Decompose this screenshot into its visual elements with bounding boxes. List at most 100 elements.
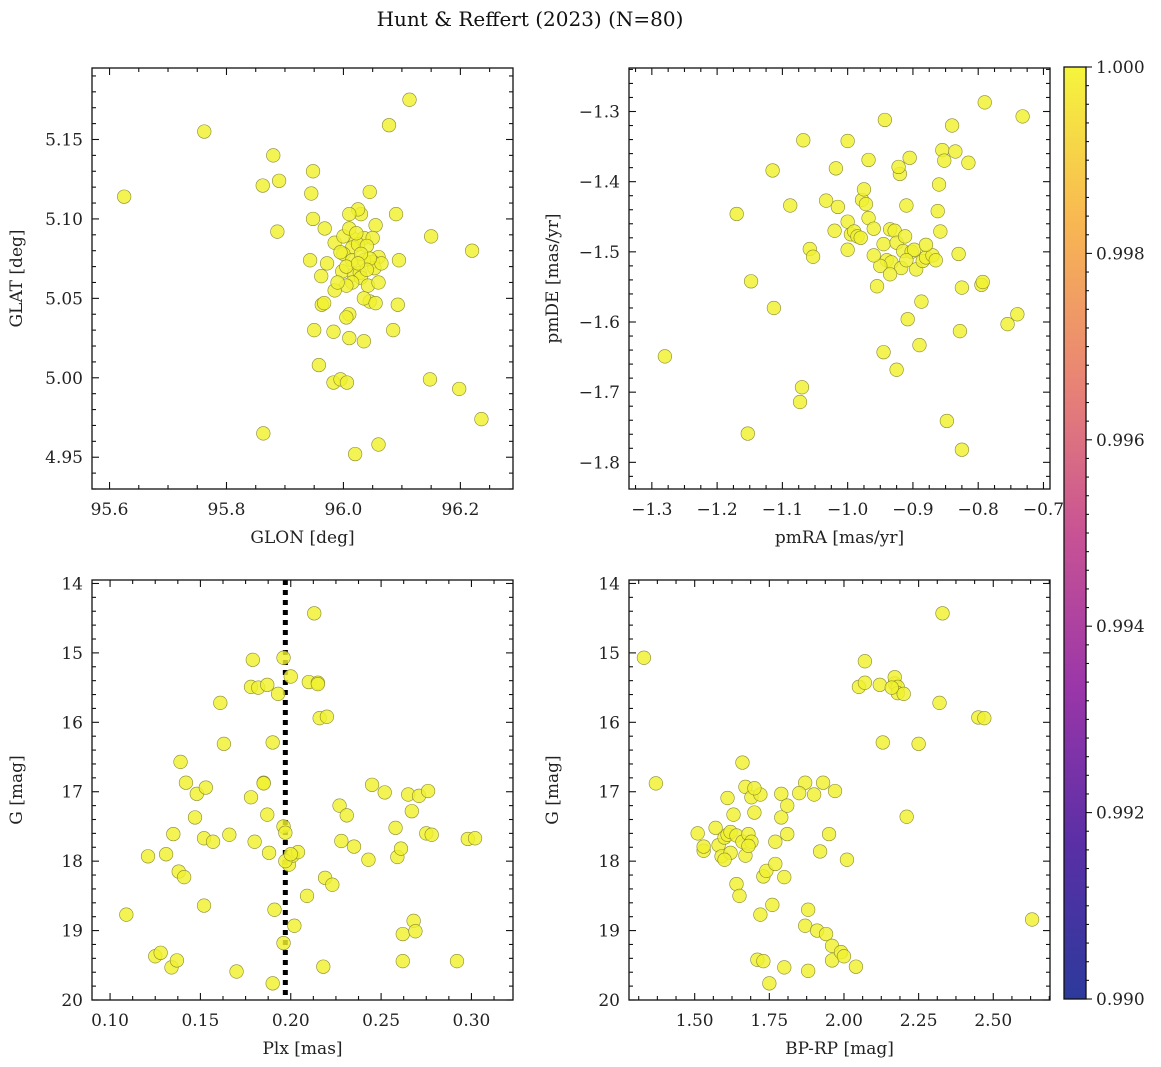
data-point <box>931 177 947 192</box>
data-point <box>388 820 403 835</box>
data-point <box>404 804 419 819</box>
data-point <box>876 237 891 252</box>
data-point <box>858 197 874 212</box>
x-axis-label: pmRA [mas/yr] <box>775 528 904 548</box>
x-axis-label: Plx [mas] <box>262 1039 342 1059</box>
data-point <box>872 677 887 692</box>
x-tick-label: 96.0 <box>325 500 363 520</box>
data-point <box>334 833 349 849</box>
data-point <box>1015 109 1030 124</box>
data-point <box>371 275 386 290</box>
data-point <box>827 223 842 238</box>
data-point <box>762 976 777 991</box>
data-point <box>339 310 354 325</box>
data-point <box>330 275 345 290</box>
panel-pmra-pmde: −1.3 −1.2 −1.1 −1.0 −0.9 −0.8 −0.7 −1.8 −1.7 −1.6… <box>543 67 1064 548</box>
data-point <box>276 935 291 951</box>
data-point <box>882 267 898 282</box>
data-point <box>395 926 410 942</box>
data-point <box>402 92 417 107</box>
x-tick-label: 1.75 <box>750 1011 788 1031</box>
data-point <box>948 144 963 159</box>
data-point <box>977 711 992 726</box>
data-point <box>828 161 844 176</box>
data-point <box>216 736 232 751</box>
data-point <box>247 834 262 849</box>
data-point <box>914 294 929 309</box>
data-point <box>332 798 347 813</box>
data-point <box>796 133 811 148</box>
data-point <box>899 253 914 268</box>
x-axis-label: BP-RP [mag] <box>785 1039 894 1059</box>
data-point <box>424 827 439 842</box>
data-point <box>954 442 969 457</box>
colorbar-tick-label: 0.998 <box>1096 244 1145 264</box>
data-point <box>260 807 275 822</box>
x-tick-label: 2.50 <box>974 1011 1012 1031</box>
data-point <box>197 124 212 139</box>
data-point <box>933 224 948 239</box>
data-point <box>452 381 467 397</box>
y-tick-label: −1.3 <box>579 103 620 123</box>
data-point <box>708 820 723 835</box>
data-point <box>912 338 927 353</box>
data-point <box>349 226 364 241</box>
data-point <box>153 945 168 960</box>
y-axis-label: G [mag] <box>7 755 27 824</box>
data-point <box>299 888 315 903</box>
y-tick-label: 19 <box>61 922 83 942</box>
data-point <box>243 790 259 805</box>
data-point <box>265 976 280 991</box>
x-tick-label: −1.1 <box>762 500 803 520</box>
data-point <box>303 253 318 268</box>
data-point <box>213 695 228 710</box>
data-point <box>815 775 831 790</box>
data-point <box>827 783 843 799</box>
data-point <box>930 204 945 219</box>
data-point <box>766 300 782 316</box>
data-point <box>391 253 407 268</box>
data-point <box>805 249 821 264</box>
x-tick-label: −1.2 <box>696 500 737 520</box>
data-point <box>897 229 913 244</box>
data-point <box>173 754 188 769</box>
colorbar: 0.990 0.992 0.994 0.996 0.998 1.000 <box>1063 58 1145 1010</box>
axes-frame <box>91 67 514 490</box>
data-point <box>420 783 436 799</box>
data-point <box>884 680 899 695</box>
data-point <box>839 852 855 867</box>
data-point <box>876 345 891 360</box>
data-point <box>768 834 783 849</box>
data-point <box>198 780 213 795</box>
data-point <box>158 847 174 862</box>
data-point <box>386 323 401 338</box>
data-point <box>393 841 409 856</box>
data-point <box>792 394 808 410</box>
panels-group: 95.6 95.8 96.0 96.2 4.95 5.00 5.05 5.10 5.15 GLON… <box>7 67 1064 1059</box>
data-point <box>648 776 663 791</box>
x-tick-label: 95.6 <box>91 500 129 520</box>
y-tick-label: 16 <box>598 713 620 733</box>
data-point <box>747 805 762 820</box>
y-tick-label: 15 <box>61 644 83 664</box>
data-point <box>729 876 744 892</box>
x-tick-label: 2.00 <box>825 1011 863 1031</box>
y-tick-label: −1.8 <box>579 453 620 473</box>
data-point <box>836 949 852 964</box>
data-point <box>777 870 792 885</box>
x-tick-label: −1.0 <box>827 500 868 520</box>
data-point <box>205 834 221 849</box>
data-point <box>449 954 465 969</box>
data-point <box>928 253 943 268</box>
data-point <box>342 330 357 346</box>
data-point <box>818 926 834 942</box>
data-point <box>774 810 789 825</box>
data-point <box>756 954 771 969</box>
data-point <box>260 677 275 692</box>
data-point <box>267 902 282 917</box>
data-point <box>305 211 321 227</box>
data-point <box>314 269 329 284</box>
data-point <box>317 221 332 236</box>
data-point <box>821 826 837 842</box>
figure-title: Hunt & Reffert (2023) (N=80) <box>377 7 684 31</box>
